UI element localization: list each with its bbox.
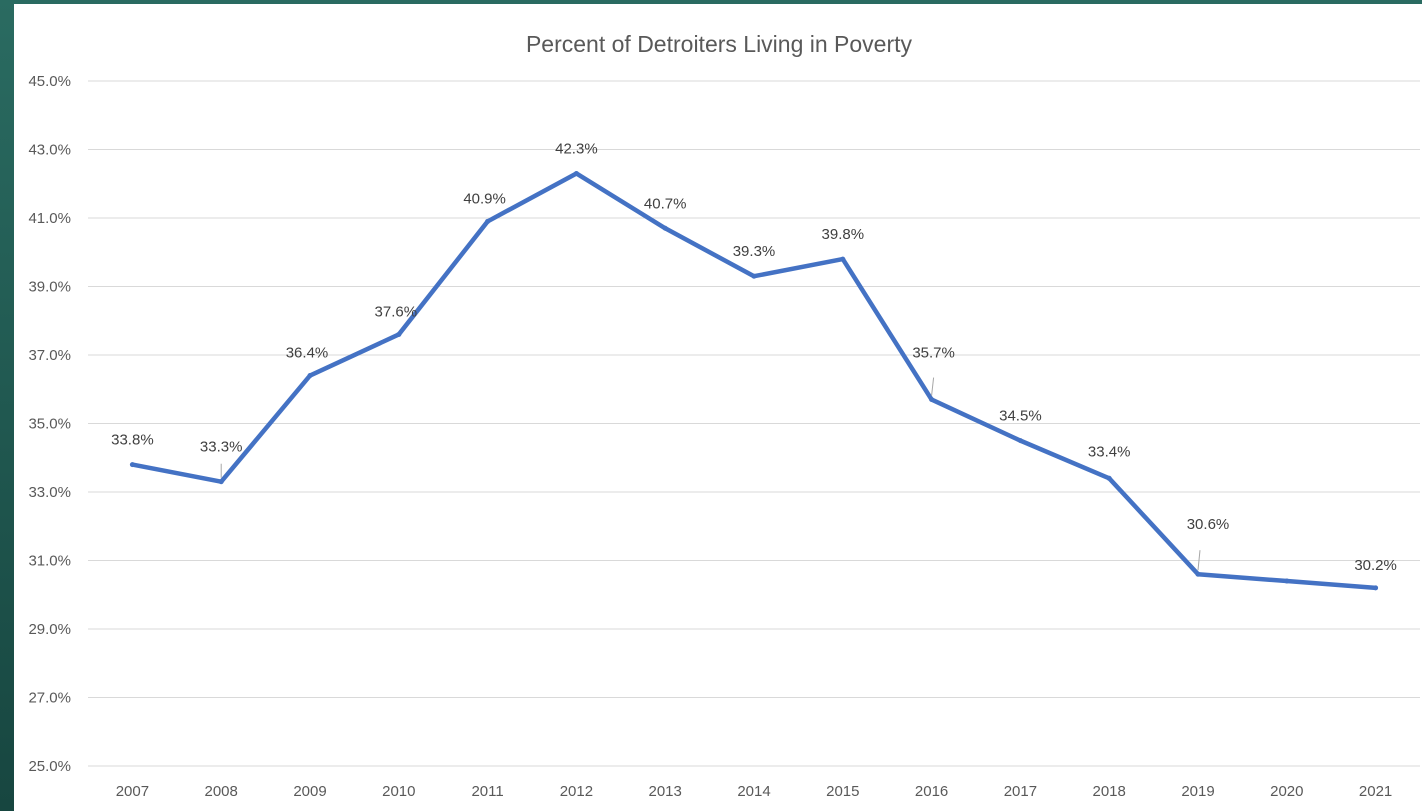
y-axis-ticks: 25.0% 27.0% 29.0% 31.0% 33.0% 35.0% 37.0% 39.0%… [28, 73, 71, 775]
data-point [307, 373, 313, 379]
y-tick-label: 35.0% [28, 416, 71, 433]
data-label: 33.4% [1088, 443, 1131, 460]
data-point [485, 218, 491, 224]
y-tick-label: 29.0% [28, 621, 71, 638]
data-point [751, 273, 757, 279]
data-point [840, 256, 846, 262]
data-label: 30.2% [1354, 557, 1397, 574]
data-point [1106, 475, 1112, 481]
data-point [1373, 585, 1379, 591]
gridlines [88, 80, 1420, 767]
data-label: 40.9% [463, 190, 506, 207]
y-tick-label: 31.0% [28, 553, 71, 570]
data-label: 30.6% [1187, 516, 1230, 533]
x-axis-ticks: 2007 2008 2009 2010 2011 2012 2013 2014 2015 2016… [116, 783, 1393, 800]
data-label: 39.3% [733, 243, 776, 260]
x-tick-label: 2016 [915, 783, 948, 800]
chart-area: Percent of Detroiters Living in Poverty … [14, 4, 1422, 811]
y-tick-label: 33.0% [28, 484, 71, 501]
leader-line [1197, 550, 1201, 571]
data-label: 35.7% [912, 345, 955, 362]
x-tick-label: 2020 [1270, 783, 1303, 800]
data-point [218, 479, 224, 485]
data-point [1017, 438, 1023, 444]
x-tick-label: 2021 [1359, 783, 1392, 800]
data-point [1195, 571, 1201, 577]
x-tick-label: 2011 [471, 783, 503, 800]
x-tick-label: 2014 [737, 783, 770, 800]
x-tick-label: 2015 [826, 783, 859, 800]
leader-line [931, 377, 935, 396]
data-point [1284, 578, 1290, 584]
x-tick-label: 2009 [293, 783, 326, 800]
y-tick-label: 45.0% [28, 73, 71, 90]
data-label: 34.5% [999, 408, 1042, 425]
data-point [662, 225, 668, 231]
data-label: 39.8% [822, 226, 865, 243]
x-tick-label: 2019 [1181, 783, 1214, 800]
y-tick-label: 43.0% [28, 142, 71, 159]
data-label: 36.4% [286, 345, 329, 362]
data-label: 33.8% [111, 432, 154, 449]
data-label: 40.7% [644, 195, 687, 212]
x-tick-label: 2010 [382, 783, 415, 800]
y-tick-label: 27.0% [28, 690, 71, 707]
line-chart: Percent of Detroiters Living in Poverty … [28, 31, 1420, 800]
data-point [129, 462, 135, 468]
x-tick-label: 2013 [649, 783, 682, 800]
x-tick-label: 2012 [560, 783, 593, 800]
x-tick-label: 2018 [1093, 783, 1126, 800]
data-label: 37.6% [375, 303, 418, 320]
leader-lines [220, 377, 1201, 571]
y-tick-label: 41.0% [28, 210, 71, 227]
series-layer [129, 170, 1379, 591]
data-labels: 33.8% 33.3% 36.4% 37.6% 40.9% 42.3% 40.7% 39.3%… [111, 140, 1397, 573]
y-tick-label: 37.0% [28, 347, 71, 364]
chart-title: Percent of Detroiters Living in Poverty [526, 31, 913, 57]
x-tick-label: 2007 [116, 783, 149, 800]
data-label: 33.3% [200, 439, 243, 456]
y-tick-label: 25.0% [28, 758, 71, 775]
data-point [573, 170, 579, 176]
data-point [396, 331, 402, 337]
x-tick-label: 2017 [1004, 783, 1037, 800]
x-tick-label: 2008 [205, 783, 238, 800]
data-label: 42.3% [555, 140, 598, 157]
data-point [929, 397, 935, 403]
y-tick-label: 39.0% [28, 279, 71, 296]
